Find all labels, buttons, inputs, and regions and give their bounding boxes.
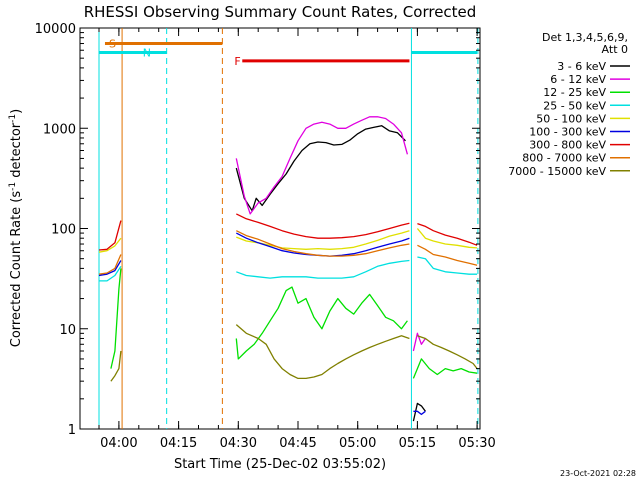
x-axis-ticks: 04:00 04:15 04:30 04:45 05:00 05:15 05:30 [98, 28, 496, 451]
legend-label-6: 300 - 800 keV [529, 139, 606, 152]
series-1-segment-0 [235, 116, 409, 215]
flag-label-F: F [234, 55, 240, 68]
series-2-segment-1 [235, 286, 408, 360]
chart-title: RHESSI Observing Summary Count Rates, Co… [84, 3, 477, 21]
y-axis-label: Corrected Count Rate (s-1 detector-1) [8, 109, 24, 347]
series-3-segment-1 [236, 259, 410, 279]
series-7-segment-0 [98, 254, 122, 275]
y-tick-label-4: 10000 [35, 22, 76, 37]
flag-label-N: N [143, 46, 151, 59]
legend-label-8: 7000 - 15000 keV [508, 165, 606, 178]
legend-label-1: 6 - 12 keV [550, 73, 606, 86]
series-6-segment-1 [236, 213, 410, 239]
x-tick-label-0: 04:00 [100, 436, 137, 451]
series-2-segment-0 [110, 268, 122, 369]
x-tick-label-5: 05:15 [399, 436, 436, 451]
series-3-segment-0 [99, 265, 122, 282]
series-5-segment-0 [98, 260, 122, 277]
series-0-segment-0 [235, 125, 406, 212]
legend-label-5: 100 - 300 keV [529, 126, 606, 139]
y-tick-label-3: 1000 [43, 122, 76, 137]
series-8-segment-0 [110, 350, 122, 382]
series-8-segment-2 [417, 335, 478, 370]
legend-label-0: 3 - 6 keV [557, 60, 606, 73]
series-4-segment-1 [236, 230, 410, 250]
legend-label-4: 50 - 100 keV [536, 112, 606, 125]
series-7-segment-1 [236, 230, 410, 257]
series-4-segment-0 [98, 237, 122, 253]
vertical-markers [98, 28, 479, 429]
series-2-segment-2 [412, 358, 478, 379]
series-6-segment-0 [98, 220, 122, 251]
y-axis-ticks: 1 10 100 1000 10000 [35, 22, 480, 438]
y-tick-label-2: 100 [51, 223, 76, 238]
x-tick-label-2: 04:30 [220, 436, 257, 451]
timestamp: 23-Oct-2021 02:28 [560, 469, 636, 478]
series-lines [98, 116, 478, 422]
legend-label-7: 800 - 7000 keV [522, 152, 606, 165]
flag-label-S: S [109, 38, 116, 51]
x-tick-label-6: 05:30 [458, 436, 495, 451]
series-3-segment-2 [417, 256, 478, 275]
x-tick-label-1: 04:15 [160, 436, 197, 451]
legend-label-2: 12 - 25 keV [543, 86, 606, 99]
flag-bars: S N F [99, 38, 478, 68]
y-tick-label-1: 10 [59, 323, 76, 338]
legend-label-3: 25 - 50 keV [543, 99, 606, 112]
plot-frame [79, 27, 481, 430]
series-0-segment-1 [412, 402, 426, 422]
x-tick-label-4: 05:00 [339, 436, 376, 451]
series-5-segment-2 [413, 410, 426, 416]
legend-title-line-2: Att 0 [602, 43, 628, 56]
legend-title-line-1: Det 1,3,4,5,6,9, [542, 31, 628, 44]
series-6-segment-2 [417, 222, 478, 246]
x-tick-label-3: 04:45 [279, 436, 316, 451]
series-4-segment-2 [416, 228, 478, 249]
plot-area: S N F 1 10 100 1000 10000 04:00 04:15 04:30 04:45… [35, 22, 496, 451]
series-5-segment-1 [236, 232, 410, 257]
x-axis-label: Start Time (25-Dec-02 03:55:02) [174, 457, 386, 472]
series-7-segment-2 [417, 244, 478, 266]
series-8-segment-1 [235, 324, 410, 380]
series-1-segment-1 [412, 332, 426, 352]
y-tick-label-0: 1 [68, 423, 76, 438]
